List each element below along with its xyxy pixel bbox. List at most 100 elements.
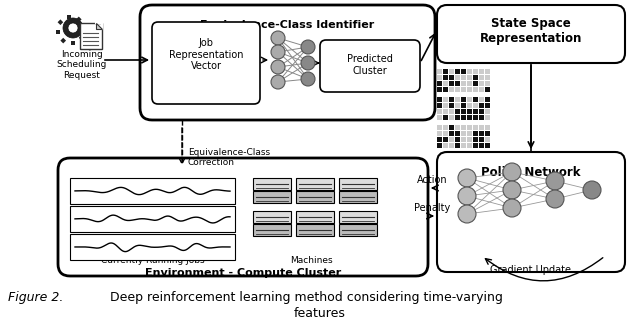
Bar: [473, 103, 478, 108]
Bar: [253, 211, 291, 223]
Bar: [461, 131, 466, 136]
Bar: [437, 125, 442, 130]
Bar: [443, 143, 448, 148]
Bar: [449, 81, 454, 86]
Bar: [437, 69, 442, 74]
Bar: [449, 125, 454, 130]
Bar: [253, 191, 291, 203]
Bar: [473, 131, 478, 136]
Bar: [479, 103, 484, 108]
Bar: [467, 81, 472, 86]
Bar: [455, 75, 460, 80]
Bar: [479, 75, 484, 80]
Bar: [71, 41, 75, 45]
Bar: [443, 69, 448, 74]
Bar: [455, 69, 460, 74]
Bar: [485, 87, 490, 92]
Bar: [67, 15, 71, 19]
Bar: [339, 178, 377, 190]
Bar: [437, 137, 442, 142]
Text: Incoming
Scheduling
Request: Incoming Scheduling Request: [57, 50, 107, 80]
Bar: [449, 69, 454, 74]
Bar: [455, 137, 460, 142]
Circle shape: [546, 172, 564, 190]
Bar: [443, 97, 448, 102]
Text: Deep reinforcement learning method considering time-varying: Deep reinforcement learning method consi…: [110, 291, 503, 304]
Bar: [79, 35, 84, 41]
Bar: [467, 143, 472, 148]
Bar: [473, 97, 478, 102]
Circle shape: [271, 60, 285, 74]
Text: State Space
Representation: State Space Representation: [480, 17, 582, 45]
Bar: [461, 125, 466, 130]
Bar: [479, 143, 484, 148]
Bar: [473, 125, 478, 130]
Bar: [437, 131, 442, 136]
Bar: [449, 75, 454, 80]
Bar: [461, 87, 466, 92]
Bar: [467, 109, 472, 114]
Bar: [455, 125, 460, 130]
Bar: [253, 178, 291, 190]
Bar: [485, 81, 490, 86]
Bar: [60, 38, 66, 43]
Circle shape: [458, 187, 476, 205]
Bar: [339, 211, 377, 223]
Bar: [467, 115, 472, 120]
Text: Job
Representation
Vector: Job Representation Vector: [169, 38, 243, 71]
Circle shape: [503, 181, 521, 199]
Bar: [449, 103, 454, 108]
Bar: [467, 103, 472, 108]
Bar: [437, 81, 442, 86]
Bar: [449, 143, 454, 148]
Bar: [485, 109, 490, 114]
Bar: [296, 211, 334, 223]
Bar: [479, 81, 484, 86]
Circle shape: [301, 56, 315, 70]
Bar: [473, 87, 478, 92]
Bar: [437, 143, 442, 148]
Bar: [461, 81, 466, 86]
Circle shape: [271, 31, 285, 45]
Text: Machines: Machines: [290, 256, 332, 265]
Bar: [461, 103, 466, 108]
Bar: [473, 81, 478, 86]
Circle shape: [68, 23, 78, 33]
Bar: [467, 131, 472, 136]
Bar: [437, 97, 442, 102]
Bar: [455, 97, 460, 102]
Text: Equivalence-Class
Correction: Equivalence-Class Correction: [188, 148, 270, 167]
FancyBboxPatch shape: [437, 152, 625, 272]
Bar: [296, 191, 334, 203]
Circle shape: [301, 72, 315, 86]
Bar: [437, 103, 442, 108]
Bar: [437, 115, 442, 120]
Text: Policy Network: Policy Network: [481, 166, 580, 179]
Bar: [461, 143, 466, 148]
Polygon shape: [96, 23, 102, 29]
Bar: [437, 87, 442, 92]
Circle shape: [301, 40, 315, 54]
Bar: [443, 87, 448, 92]
Bar: [296, 178, 334, 190]
Bar: [467, 87, 472, 92]
Bar: [461, 69, 466, 74]
Bar: [467, 137, 472, 142]
Circle shape: [271, 45, 285, 59]
Bar: [253, 224, 291, 236]
Text: Equivalence-Class Identifier: Equivalence-Class Identifier: [200, 20, 374, 30]
Bar: [473, 143, 478, 148]
Bar: [443, 103, 448, 108]
Bar: [485, 125, 490, 130]
Bar: [485, 115, 490, 120]
Bar: [70, 206, 235, 232]
Bar: [479, 109, 484, 114]
Bar: [455, 103, 460, 108]
Bar: [479, 137, 484, 142]
Bar: [443, 115, 448, 120]
Bar: [70, 178, 235, 204]
Bar: [70, 234, 235, 260]
Bar: [461, 109, 466, 114]
Circle shape: [458, 205, 476, 223]
Text: Figure 2.: Figure 2.: [8, 291, 63, 304]
